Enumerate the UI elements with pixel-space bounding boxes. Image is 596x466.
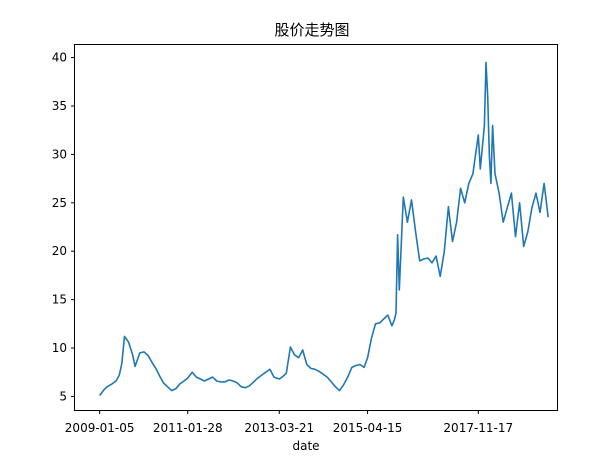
x-tick-label: 2015-04-15: [333, 421, 403, 435]
y-tick-label: 25: [52, 196, 67, 210]
y-axis: 5 10 15 20 25 30 35 40: [52, 51, 75, 403]
y-tick-label: 20: [52, 244, 67, 258]
x-axis: 2009-01-05 2011-01-28 2013-03-21 2015-04-15…: [65, 410, 513, 435]
x-tick-label: 2009-01-05: [65, 421, 135, 435]
chart-title: 股价走势图: [274, 21, 349, 39]
y-tick-label: 40: [52, 51, 67, 65]
price-series-line: [99, 61, 549, 396]
x-axis-label: date: [292, 439, 319, 453]
x-tick-label: 2013-03-21: [244, 421, 314, 435]
x-tick-label: 2017-11-17: [443, 421, 513, 435]
plot-frame: [74, 44, 558, 411]
y-tick-label: 35: [52, 99, 67, 113]
y-tick-label: 5: [59, 389, 67, 403]
y-tick-label: 10: [52, 341, 67, 355]
y-tick-label: 30: [52, 147, 67, 161]
x-tick-label: 2011-01-28: [153, 421, 223, 435]
y-tick-label: 15: [52, 293, 67, 307]
